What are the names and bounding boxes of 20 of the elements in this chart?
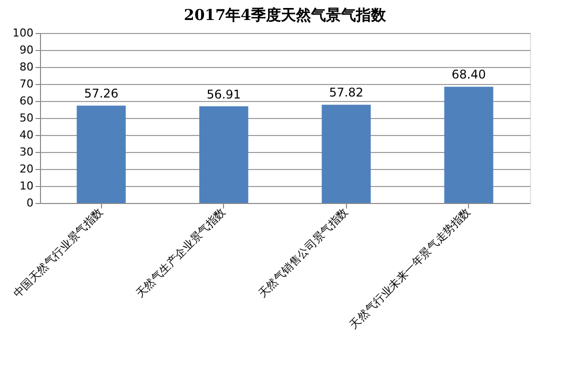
y-tick-label: 90 xyxy=(20,44,34,56)
y-tick-label: 40 xyxy=(20,128,34,142)
bar xyxy=(444,86,494,203)
data-label: 68.40 xyxy=(452,68,486,82)
bar xyxy=(199,106,248,203)
y-tick-label: 30 xyxy=(20,146,34,158)
bar xyxy=(322,104,371,203)
y-tick-label: 80 xyxy=(20,60,34,74)
bar xyxy=(76,106,126,203)
y-tick-label: 50 xyxy=(20,112,34,124)
y-tick-label: 100 xyxy=(12,26,34,40)
y-tick-label: 60 xyxy=(20,94,34,108)
data-label: 56.91 xyxy=(206,87,241,102)
x-tick-label: 天然气生产企业景气指数 xyxy=(133,206,228,300)
chart-title: 2017年4季度天然气景气指数 xyxy=(184,6,388,24)
y-tick-label: 70 xyxy=(20,78,34,90)
y-tick-label: 10 xyxy=(20,180,34,192)
data-label: 57.82 xyxy=(329,86,364,100)
data-label: 57.26 xyxy=(84,86,118,101)
y-tick-label: 20 xyxy=(20,162,34,176)
